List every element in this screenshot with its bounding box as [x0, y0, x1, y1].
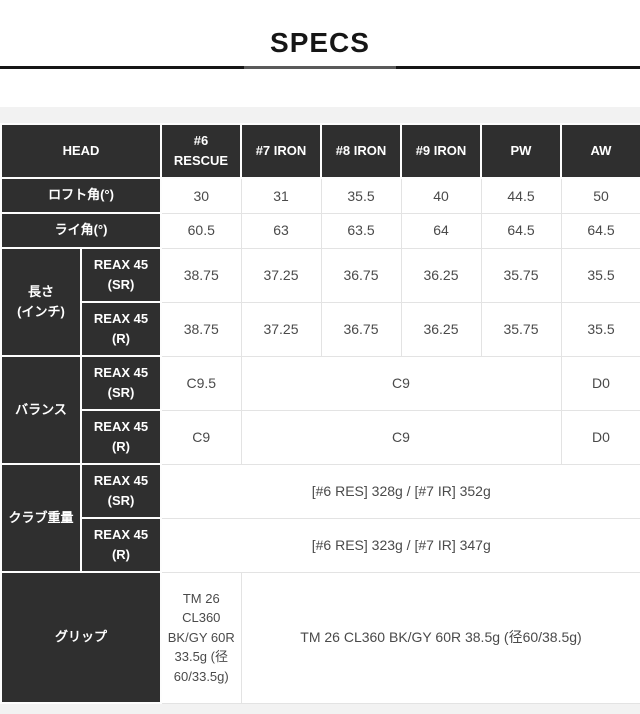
length-sr-value-cell: 36.75: [320, 247, 402, 303]
column-header-pw: PW: [480, 123, 562, 179]
column-header-aw: AW: [560, 123, 640, 179]
shaft-label-reax45-r: REAX 45 (R): [80, 409, 162, 465]
length-sr-value-cell: 37.25: [240, 247, 322, 303]
loft-value-cell: 31: [240, 177, 322, 214]
lie-value-cell: 60.5: [160, 212, 242, 249]
title-section: SPECS: [0, 0, 640, 107]
length-r-value-cell: 37.25: [240, 301, 322, 357]
grip-row: グリップ TM 26 CL360 BK/GY 60R 33.5g (径 60/3…: [0, 571, 640, 704]
length-sr-value-cell: 38.75: [160, 247, 242, 303]
shaft-label-reax45-sr: REAX 45 (SR): [80, 247, 162, 303]
club-weight-r-value-cell: [#6 RES] 323g / [#7 IR] 347g: [160, 517, 640, 573]
specs-table: HEAD #6 RESCUE #7 IRON #8 IRON #9 IRON P…: [0, 123, 640, 704]
shaft-label-reax45-sr: REAX 45 (SR): [80, 355, 162, 411]
balance-r-value-cell: C9: [240, 409, 562, 465]
page-title-text: SPECS: [244, 26, 396, 69]
balance-sr-row: バランス REAX 45 (SR) C9.5 C9 D0: [0, 355, 640, 465]
shaft-label-reax45-sr: REAX 45 (SR): [80, 463, 162, 519]
length-sr-value-cell: 36.25: [400, 247, 482, 303]
loft-value-cell: 44.5: [480, 177, 562, 214]
row-group-length: 長さ (インチ): [0, 247, 82, 357]
lie-value-cell: 64.5: [480, 212, 562, 249]
column-header-8-iron: #8 IRON: [320, 123, 402, 179]
balance-r-value-cell: D0: [560, 409, 640, 465]
grip-irons-value-cell: TM 26 CL360 BK/GY 60R 38.5g (径60/38.5g): [240, 571, 640, 704]
column-header-6-rescue: #6 RESCUE: [160, 123, 242, 179]
length-r-value-cell: 35.75: [480, 301, 562, 357]
length-sr-value-cell: 35.5: [560, 247, 640, 303]
column-header-9-iron: #9 IRON: [400, 123, 482, 179]
balance-r-value-cell: C9: [160, 409, 242, 465]
page-title: SPECS: [0, 24, 640, 69]
column-header-head: HEAD: [0, 123, 162, 179]
length-sr-value-cell: 35.75: [480, 247, 562, 303]
lie-value-cell: 63.5: [320, 212, 402, 249]
length-r-value-cell: 38.75: [160, 301, 242, 357]
loft-value-cell: 50: [560, 177, 640, 214]
club-weight-sr-row: クラブ重量 REAX 45 (SR) [#6 RES] 328g / [#7 I…: [0, 463, 640, 573]
row-group-club-weight: クラブ重量: [0, 463, 82, 573]
balance-r-row: REAX 45 (R) C9 C9 D0: [1, 409, 640, 465]
balance-sr-value-cell: C9: [240, 355, 562, 411]
shaft-label-reax45-r: REAX 45 (R): [80, 301, 162, 357]
row-label-grip: グリップ: [0, 571, 162, 704]
length-r-value-cell: 36.75: [320, 301, 402, 357]
length-r-value-cell: 36.25: [400, 301, 482, 357]
grip-rescue-value-cell: TM 26 CL360 BK/GY 60R 33.5g (径 60/33.5g): [160, 571, 242, 704]
balance-sr-value-cell: D0: [560, 355, 640, 411]
column-header-7-iron: #7 IRON: [240, 123, 322, 179]
shaft-label-reax45-r: REAX 45 (R): [80, 517, 162, 573]
lie-value-cell: 64.5: [560, 212, 640, 249]
loft-value-cell: 35.5: [320, 177, 402, 214]
length-r-value-cell: 35.5: [560, 301, 640, 357]
loft-angle-row: ロフト角(°) 30 31 35.5 40 44.5 50: [0, 177, 640, 214]
loft-value-cell: 30: [160, 177, 242, 214]
lie-angle-row: ライ角(°) 60.5 63 63.5 64 64.5 64.5: [0, 212, 640, 249]
header-row: HEAD #6 RESCUE #7 IRON #8 IRON #9 IRON P…: [0, 123, 640, 179]
club-weight-r-row: REAX 45 (R) [#6 RES] 323g / [#7 IR] 347g: [1, 517, 640, 573]
balance-sr-value-cell: C9.5: [160, 355, 242, 411]
loft-value-cell: 40: [400, 177, 482, 214]
row-group-balance: バランス: [0, 355, 82, 465]
length-r-row: REAX 45 (R) 38.75 37.25 36.75 36.25 35.7…: [1, 301, 640, 357]
row-label-loft-angle: ロフト角(°): [0, 177, 162, 214]
lie-value-cell: 64: [400, 212, 482, 249]
length-sr-row: 長さ (インチ) REAX 45 (SR) 38.75 37.25 36.75 …: [0, 247, 640, 357]
row-label-lie-angle: ライ角(°): [0, 212, 162, 249]
table-section: HEAD #6 RESCUE #7 IRON #8 IRON #9 IRON P…: [0, 107, 640, 714]
lie-value-cell: 63: [240, 212, 322, 249]
club-weight-sr-value-cell: [#6 RES] 328g / [#7 IR] 352g: [160, 463, 640, 519]
